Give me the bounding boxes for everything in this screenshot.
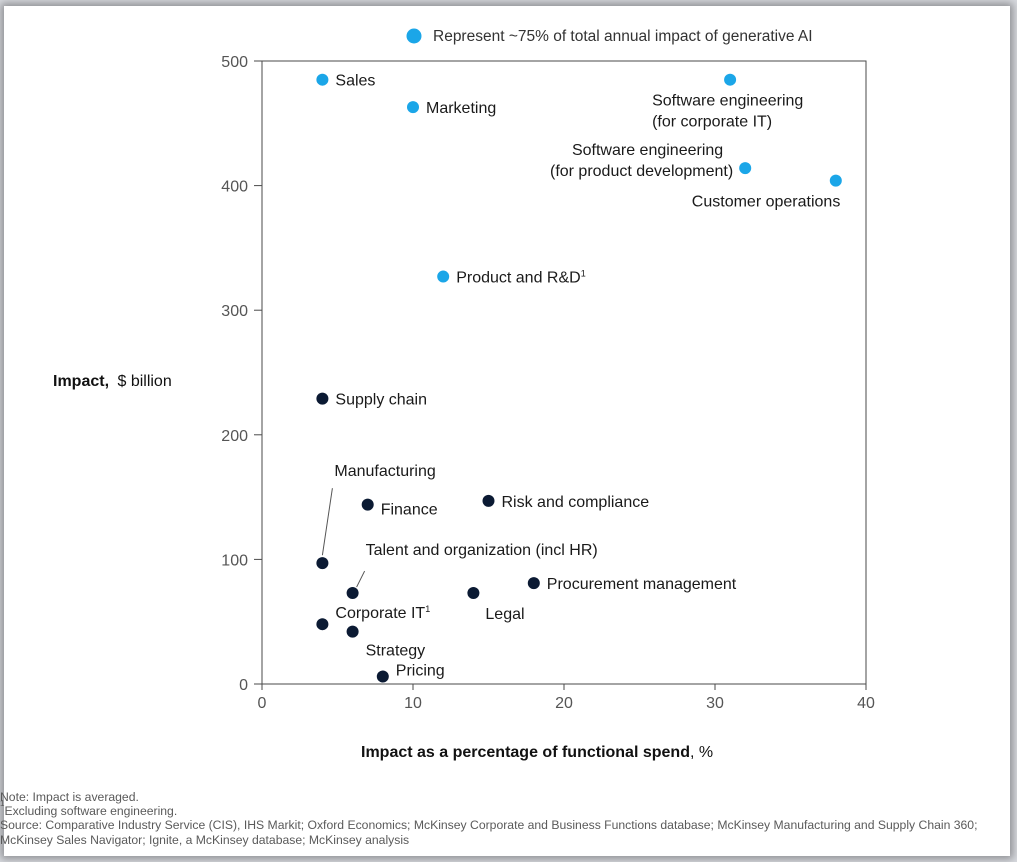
y-tick-label: 300 — [221, 303, 248, 320]
point-label: Software engineering (for product develop… — [550, 142, 733, 180]
source-text: Source: Comparative Industry Service (CI… — [0, 818, 978, 847]
data-point — [346, 587, 359, 600]
y-axis-label: Impact, — [53, 373, 109, 390]
x-axis-unit: % — [699, 744, 713, 761]
y-tick-label: 200 — [221, 428, 248, 445]
point-label: Sales — [335, 73, 375, 90]
chart-notes: Note: Impact is averaged. 1Excluding sof… — [0, 790, 1010, 847]
y-tick-label: 400 — [221, 179, 248, 196]
legend-label: Represent ~75% of total annual impact of… — [433, 28, 813, 45]
leader-line — [321, 488, 333, 556]
point-label: Manufacturing — [334, 463, 435, 480]
data-point — [376, 670, 389, 683]
y-axis-unit: $ billion — [117, 373, 171, 390]
data-point — [829, 174, 842, 187]
chart-card — [4, 6, 1010, 856]
y-axis-title: Impact, $ billion — [53, 373, 172, 390]
x-tick-label: 30 — [706, 695, 724, 712]
x-tick-label: 40 — [857, 695, 875, 712]
data-point — [739, 162, 752, 175]
data-point — [437, 270, 450, 283]
point-label: Supply chain — [335, 392, 427, 409]
point-label: Talent and organization (incl HR) — [366, 542, 598, 559]
point-label: Marketing — [426, 100, 496, 117]
data-point — [467, 587, 480, 600]
data-point — [724, 73, 737, 86]
x-axis-title: Impact as a percentage of functional spe… — [361, 744, 713, 761]
x-tick-label: 10 — [404, 695, 422, 712]
leader-line — [356, 570, 366, 588]
point-label: Customer operations — [692, 194, 841, 211]
point-label: Pricing — [396, 663, 445, 680]
y-tick-label: 500 — [221, 54, 248, 71]
data-point — [527, 577, 540, 590]
x-axis-label: Impact as a percentage of functional spe… — [361, 744, 690, 761]
point-label: Strategy — [366, 643, 426, 660]
legend-marker — [406, 28, 422, 44]
footnote-text: Excluding software engineering. — [4, 804, 178, 819]
data-point — [407, 101, 419, 114]
point-label: Legal — [485, 606, 524, 623]
x-tick-label: 20 — [555, 695, 573, 712]
point-label: Corporate IT1 — [335, 604, 430, 622]
footnote-mark: 1 — [0, 799, 5, 809]
point-label: Software engineering (for corporate IT) — [652, 93, 803, 131]
point-label: Product and R&D1 — [456, 269, 586, 287]
data-point — [361, 498, 374, 511]
y-tick-label: 0 — [239, 677, 248, 694]
point-label: Procurement management — [547, 576, 737, 593]
footnote: 1Excluding software engineering. — [0, 800, 1010, 819]
note-text: Note: Impact is averaged. — [0, 790, 139, 804]
data-point — [346, 625, 359, 638]
data-point — [316, 557, 329, 570]
data-point — [316, 73, 329, 86]
x-tick-label: 0 — [258, 695, 267, 712]
point-label: Risk and compliance — [502, 494, 650, 511]
data-point — [316, 618, 329, 631]
point-label: Finance — [381, 502, 438, 519]
data-point — [316, 392, 329, 405]
x-axis-unit-sep: , — [690, 744, 699, 761]
data-point — [482, 494, 495, 507]
y-tick-label: 100 — [221, 552, 248, 569]
